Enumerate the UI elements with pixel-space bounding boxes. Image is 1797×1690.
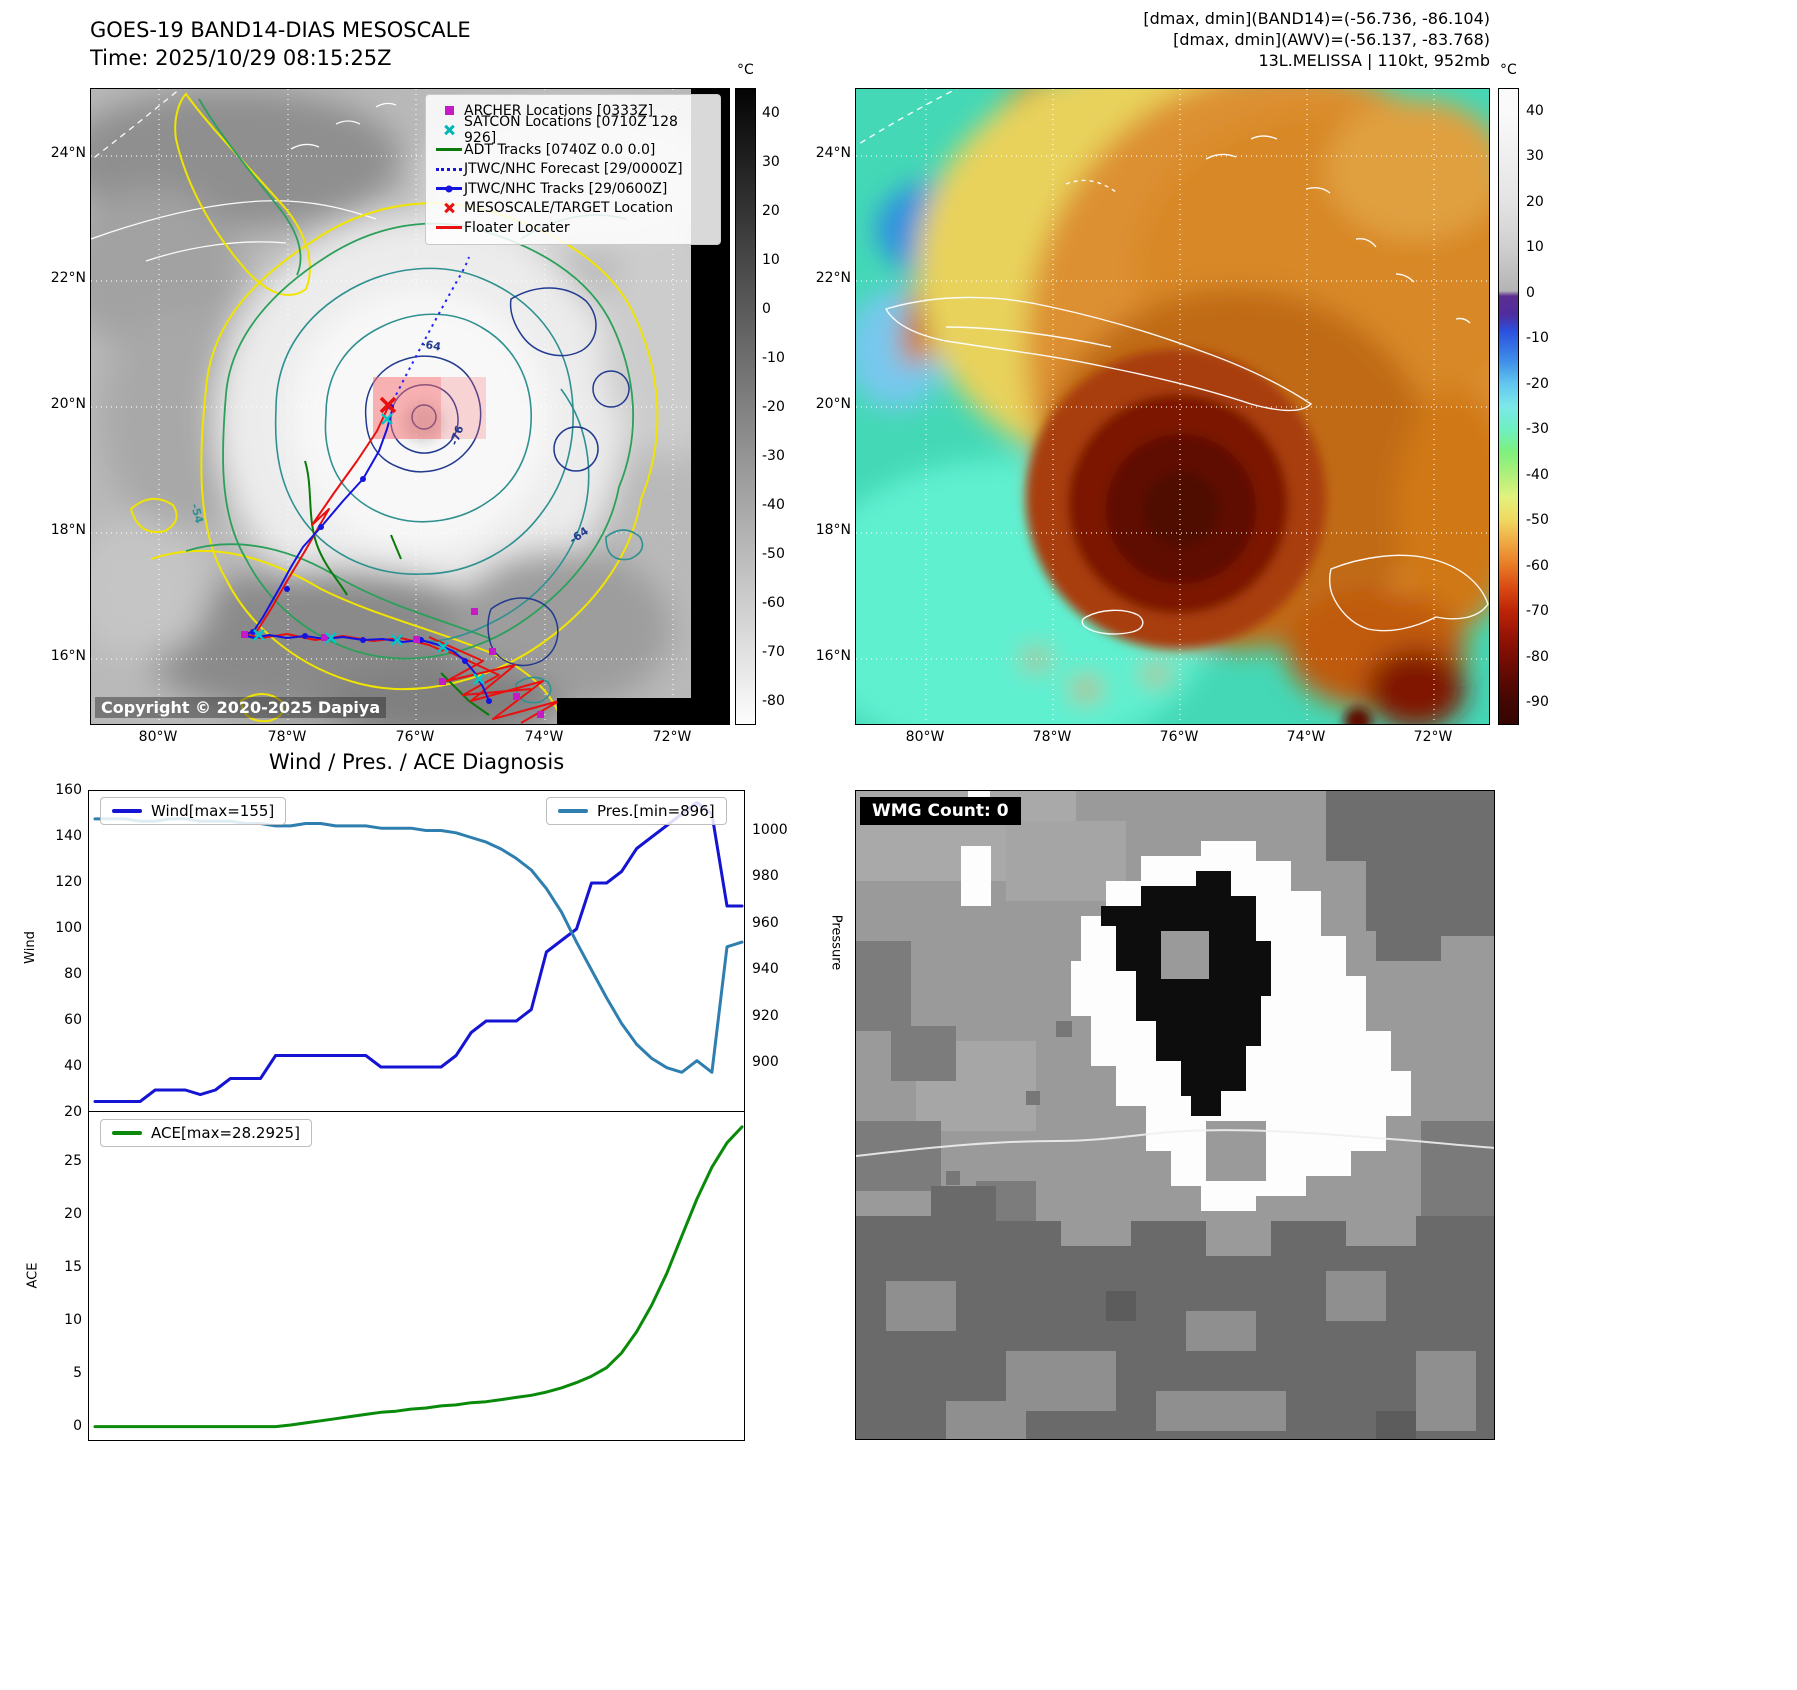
- wmg-map-graphic: [856, 791, 1494, 1439]
- lon-tick: 76°W: [395, 729, 435, 745]
- tr-lat-axis: 24°N 22°N 20°N 18°N 16°N: [799, 88, 851, 725]
- lon-tick: 76°W: [1159, 729, 1199, 745]
- colorbar-unit: °C: [1500, 62, 1517, 78]
- legend-item-forecast: JTWC/NHC Forecast [29/0000Z]: [434, 160, 712, 180]
- band14-colorbar: [735, 88, 756, 725]
- legend-label: Floater Locater: [464, 219, 570, 236]
- lon-tick: 78°W: [1032, 729, 1072, 745]
- wind-pressure-chart: [88, 790, 745, 1112]
- lon-tick: 78°W: [267, 729, 307, 745]
- timestamp: Time: 2025/10/29 08:15:25Z: [90, 46, 392, 70]
- lon-tick: 72°W: [1413, 729, 1453, 745]
- lat-tick: 22°N: [50, 270, 86, 286]
- legend-item-satcon: SATCON Locations [0710Z 128 926]: [434, 114, 712, 146]
- ace-y-ticks: 25 20 15 10 5 0: [64, 1152, 82, 1435]
- tl-lon-axis: 80°W 78°W 76°W 74°W 72°W: [90, 729, 730, 749]
- ir-colorbar-ticks: 40 30 20 10 0 -10 -20 -30 -40 -50 -60 -70 -80 -90: [1526, 102, 1549, 711]
- pressure-y-ticks: 1000 980 960 940 920 900: [752, 821, 788, 1070]
- x-marker-icon: [434, 123, 464, 137]
- legend-label: ADT Tracks [0740Z 0.0 0.0]: [464, 141, 656, 158]
- archer-markers: [241, 608, 544, 718]
- lat-tick: 16°N: [815, 648, 851, 664]
- coastline: [856, 1129, 1494, 1157]
- lat-tick: 20°N: [815, 396, 851, 412]
- legend-item-floater: Floater Locater: [434, 218, 712, 238]
- satcon-markers: [253, 413, 485, 685]
- line-marker-icon: [434, 221, 464, 235]
- band14-colorbar-ticks: 40 30 20 10 0 -10 -20 -30 -40 -50 -60 -70 -80: [762, 104, 785, 709]
- lat-tick: 18°N: [815, 522, 851, 538]
- ace-legend-label: ACE[max=28.2925]: [151, 1124, 300, 1142]
- colorbar-unit: °C: [737, 62, 754, 78]
- dmax-dmin-awv: [dmax, dmin](AWV)=(-56.137, -83.768): [1173, 30, 1490, 49]
- wmg-count-map: WMG Count: 0: [855, 790, 1495, 1440]
- ir-colorbar: [1498, 88, 1519, 725]
- pressure-legend: Pres.[min=896]: [546, 797, 727, 825]
- legend-item-archer: ARCHER Locations [0333Z]: [434, 101, 712, 121]
- lat-tick: 24°N: [50, 145, 86, 161]
- pressure-axis-label: Pressure: [828, 914, 844, 971]
- dotted-line-marker-icon: [434, 162, 464, 176]
- tr-header-block: [dmax, dmin](BAND14)=(-56.736, -86.104) …: [960, 8, 1490, 71]
- lat-tick: 18°N: [50, 522, 86, 538]
- diagnosis-title: Wind / Pres. / ACE Diagnosis: [268, 750, 565, 774]
- hurricane-core: [1026, 349, 1372, 724]
- legend-item-target: MESOSCALE/TARGET Location: [434, 199, 712, 219]
- square-marker-icon: [434, 104, 464, 118]
- wmg-count-badge: WMG Count: 0: [860, 797, 1021, 825]
- legend-label: JTWC/NHC Tracks [29/0600Z]: [464, 180, 668, 197]
- wind-legend-label: Wind[max=155]: [151, 802, 275, 820]
- lat-tick: 20°N: [50, 396, 86, 412]
- x-marker-icon: [434, 201, 464, 215]
- legend-item-jtwc-tracks: JTWC/NHC Tracks [29/0600Z]: [434, 179, 712, 199]
- target-x-icon: [379, 396, 397, 414]
- copyright-watermark: Copyright © 2020-2025 Dapiya: [95, 697, 387, 718]
- map-legend: ARCHER Locations [0333Z] SATCON Location…: [425, 94, 721, 245]
- ace-line-sample-icon: [112, 1131, 142, 1135]
- legend-label: SATCON Locations [0710Z 128 926]: [464, 114, 678, 147]
- lat-tick: 16°N: [50, 648, 86, 664]
- lat-tick: 22°N: [815, 270, 851, 286]
- lon-tick: 74°W: [524, 729, 564, 745]
- dmax-dmin-band14: [dmax, dmin](BAND14)=(-56.736, -86.104): [1143, 9, 1490, 28]
- coastline: [91, 89, 397, 262]
- yellow-contours: [129, 92, 659, 723]
- ir-color-satellite-map: [855, 88, 1490, 725]
- legend-label: MESOSCALE/TARGET Location: [464, 200, 674, 217]
- tl-title-block: GOES-19 BAND14-DIAS MESOSCALE Time: 2025…: [90, 16, 471, 72]
- lon-tick: 74°W: [1286, 729, 1326, 745]
- line-marker-icon: [434, 143, 464, 157]
- navy-contours: [364, 287, 630, 667]
- lon-tick: 80°W: [138, 729, 178, 745]
- ir-map-graphic: [856, 89, 1489, 724]
- gridlines: [856, 89, 1489, 724]
- wind-line-sample-icon: [112, 809, 142, 813]
- line-dot-marker-icon: [434, 182, 464, 196]
- tl-lat-axis: 24°N 22°N 20°N 18°N 16°N: [34, 88, 86, 725]
- pressure-legend-label: Pres.[min=896]: [597, 802, 715, 820]
- legend-label: ARCHER Locations [0333Z]: [464, 102, 654, 119]
- lat-tick: 24°N: [815, 145, 851, 161]
- adt-track-line: [304, 460, 490, 716]
- ace-legend: ACE[max=28.2925]: [100, 1119, 312, 1147]
- coastline: [856, 89, 1489, 635]
- wind-y-ticks: 160 140 120 100 80 60 40 20: [55, 782, 82, 1120]
- ace-plot: [93, 1125, 744, 1429]
- wind-pressure-plot: [93, 801, 744, 1103]
- lon-tick: 72°W: [652, 729, 692, 745]
- storm-status: 13L.MELISSA | 110kt, 952mb: [1258, 51, 1490, 70]
- legend-label: JTWC/NHC Forecast [29/0000Z]: [464, 161, 683, 178]
- forecast-track-line: [392, 256, 470, 402]
- wind-legend: Wind[max=155]: [100, 797, 287, 825]
- legend-item-adt: ADT Tracks [0740Z 0.0 0.0]: [434, 140, 712, 160]
- tr-lon-axis: 80°W 78°W 76°W 74°W 72°W: [855, 729, 1495, 749]
- pressure-line-sample-icon: [558, 809, 588, 813]
- lon-tick: 80°W: [905, 729, 945, 745]
- page-title: GOES-19 BAND14-DIAS MESOSCALE: [90, 18, 471, 42]
- ace-chart: [88, 1111, 745, 1441]
